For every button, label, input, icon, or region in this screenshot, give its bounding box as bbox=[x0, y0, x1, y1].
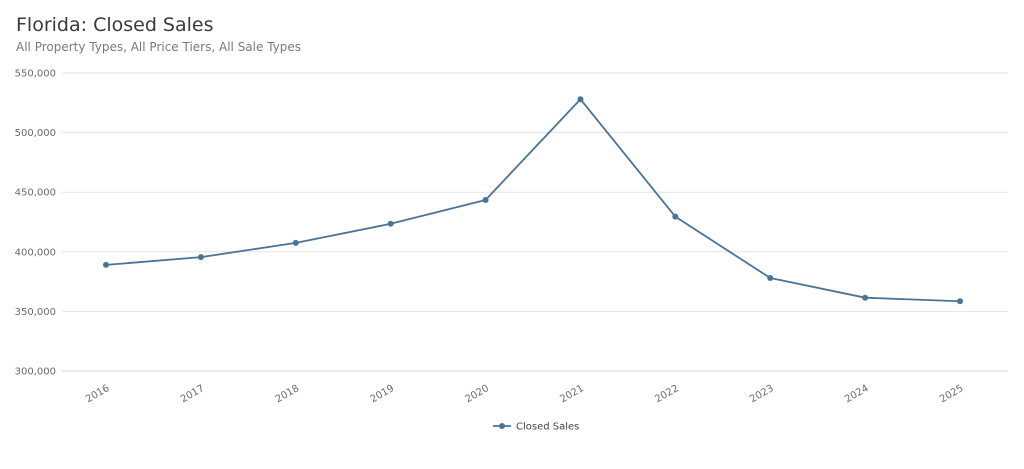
data-point[interactable] bbox=[957, 298, 963, 305]
gridlines bbox=[62, 72, 1008, 372]
x-tick-label: 2023 bbox=[748, 383, 776, 405]
data-point[interactable] bbox=[577, 96, 584, 103]
x-tick-label: 2025 bbox=[938, 383, 966, 405]
y-tick-label: 300,000 bbox=[15, 367, 56, 378]
data-point[interactable] bbox=[387, 220, 394, 227]
y-tick-label: 550,000 bbox=[15, 69, 56, 80]
data-point[interactable] bbox=[767, 275, 774, 282]
x-tick-label: 2017 bbox=[179, 383, 207, 405]
y-axis-ticks: 300,000 350,000 400,000 450,000 500,000 550,0… bbox=[15, 69, 56, 378]
legend-marker bbox=[499, 423, 505, 429]
x-tick-label: 2019 bbox=[369, 383, 397, 405]
series-layer bbox=[103, 96, 963, 305]
x-tick-label: 2018 bbox=[274, 383, 302, 405]
x-tick-label: 2016 bbox=[84, 383, 112, 405]
data-point[interactable] bbox=[197, 254, 204, 261]
y-tick-label: 500,000 bbox=[15, 128, 56, 139]
y-tick-label: 350,000 bbox=[15, 307, 56, 318]
x-axis-ticks: 2016 2017 2018 2019 2020 2021 2022 2023 2024 2025 bbox=[84, 383, 966, 405]
series-line bbox=[105, 98, 961, 303]
y-tick-label: 450,000 bbox=[15, 188, 56, 199]
legend-label: Closed Sales bbox=[516, 422, 579, 433]
legend[interactable]: Closed Sales bbox=[493, 422, 579, 433]
x-tick-label: 2022 bbox=[653, 383, 681, 405]
x-tick-label: 2024 bbox=[843, 383, 871, 405]
x-tick-label: 2020 bbox=[464, 383, 492, 405]
data-point[interactable] bbox=[672, 213, 679, 220]
data-point[interactable] bbox=[103, 261, 109, 268]
chart-title: Florida: Closed Sales bbox=[16, 14, 214, 36]
data-point[interactable] bbox=[292, 239, 299, 246]
chart-subtitle: All Property Types, All Price Tiers, All… bbox=[16, 40, 302, 54]
y-tick-label: 400,000 bbox=[15, 247, 56, 258]
data-point[interactable] bbox=[482, 196, 489, 203]
x-tick-label: 2021 bbox=[558, 383, 586, 405]
data-point[interactable] bbox=[862, 294, 869, 301]
